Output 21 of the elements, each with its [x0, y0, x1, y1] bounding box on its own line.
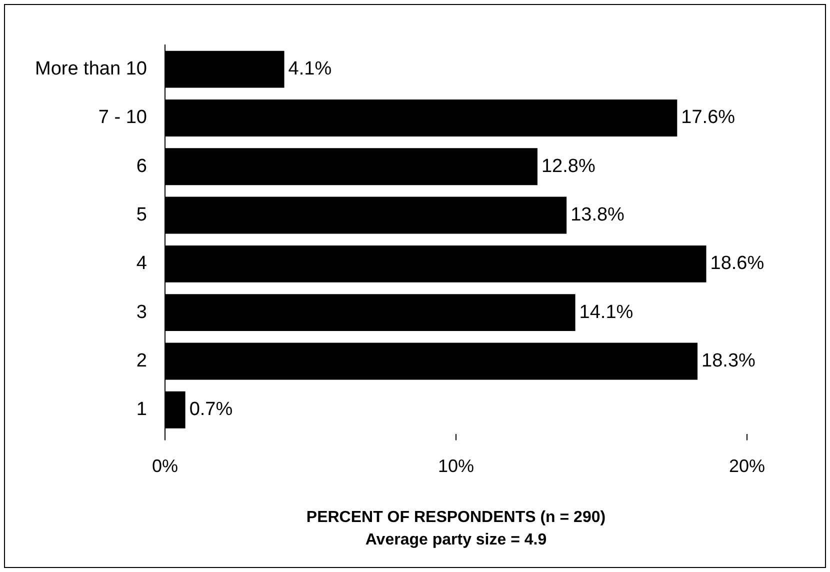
y-tick-label: 4: [136, 253, 148, 274]
data-label: 4.1%: [288, 58, 332, 80]
y-tick-label: 2: [136, 350, 147, 372]
y-tick-label: 6: [136, 156, 147, 177]
data-label: 14.1%: [579, 302, 634, 323]
text: Average party size = 4.9: [365, 532, 547, 549]
x-axis-title: PERCENT OF RESPONDENTS (n = 290): [306, 508, 606, 526]
data-label: 18.3%: [702, 350, 756, 372]
y-tick-label: 7 - 10: [98, 107, 147, 128]
data-label: 12.8%: [541, 156, 596, 177]
y-tick-label: 3: [136, 302, 147, 323]
y-tick-label: More than 10: [34, 58, 147, 80]
data-label: 17.6%: [681, 107, 736, 128]
y-tick-label: 5: [136, 204, 147, 226]
data-label: 18.6%: [710, 253, 764, 274]
x-tick-label: 0%: [152, 456, 178, 476]
x-tick-label: 10%: [438, 456, 474, 476]
data-label: 13.8%: [570, 204, 625, 226]
x-tick-label: 20%: [728, 456, 766, 476]
y-tick-label: 1: [136, 399, 147, 420]
data-label: 0.7%: [189, 399, 233, 420]
